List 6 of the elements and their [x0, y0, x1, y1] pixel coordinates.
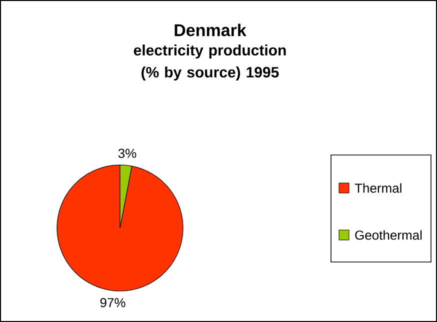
- data-label: 97%: [100, 298, 126, 308]
- chart-title: Denmark: [174, 24, 246, 36]
- legend-label: Thermal: [354, 183, 402, 193]
- data-label: 3%: [118, 148, 136, 158]
- legend-label: Geothermal: [355, 230, 422, 240]
- chart-subtitle: electricity production (% by source) 1995: [134, 44, 286, 81]
